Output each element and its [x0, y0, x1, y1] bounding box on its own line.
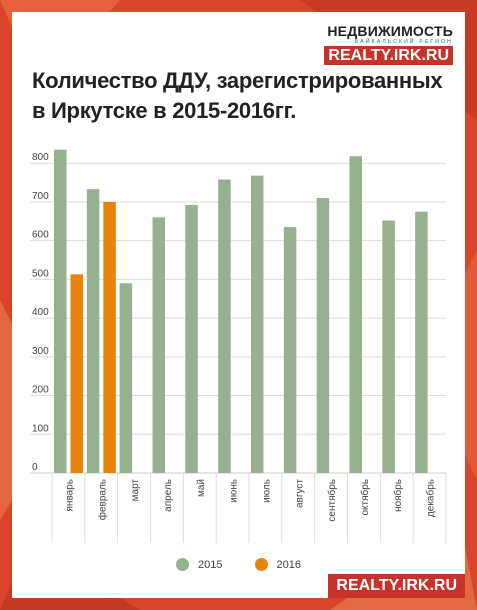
bar-2016-январь[interactable]: [70, 274, 84, 473]
x-tick-label: август: [294, 479, 305, 508]
bar-2015-ноябрь[interactable]: [382, 220, 395, 473]
x-tick-labels: январь февраль март апрель май июнь июль август…: [64, 479, 436, 522]
logo-name: НЕДВИЖИМОСТЬ: [327, 23, 453, 39]
bar-2016-февраль[interactable]: [103, 201, 116, 473]
bar-2015-август[interactable]: [283, 227, 297, 473]
legend-label-2016: 2016: [276, 558, 301, 571]
legend-dot-2016-icon: [254, 558, 268, 571]
y-tick-label: 500: [32, 268, 49, 279]
y-tick-label: 0: [32, 462, 38, 473]
bars: [54, 149, 428, 474]
y-tick-label: 100: [32, 423, 49, 434]
bar-2015-февраль[interactable]: [86, 189, 100, 473]
bar-2015-март[interactable]: [119, 283, 133, 473]
x-tick-label: ноябрь: [392, 479, 404, 512]
y-tick-label: 800: [32, 152, 49, 163]
x-tick-label: октябрь: [359, 479, 371, 516]
legend: 2015 2016: [0, 558, 477, 571]
legend-label-2015: 2015: [198, 558, 223, 571]
legend-dot-2015-icon: [176, 558, 190, 571]
x-tick-label: апрель: [163, 479, 174, 512]
x-tick-label: июнь: [229, 479, 240, 503]
bar-2015-октябрь[interactable]: [349, 156, 363, 473]
legend-item-2015[interactable]: 2015: [176, 558, 223, 571]
legend-item-2016[interactable]: 2016: [254, 558, 301, 571]
bar-2015-июнь[interactable]: [218, 179, 231, 473]
y-tick-label: 200: [32, 385, 49, 396]
chart-title: Количество ДДУ, зарегистрированных в Ирк…: [32, 68, 443, 123]
bar-2015-апрель[interactable]: [152, 217, 166, 473]
bar-2015-сентябрь[interactable]: [316, 198, 330, 473]
x-tick-label: март: [130, 479, 141, 502]
x-tick-label: май: [196, 479, 207, 497]
y-tick-labels: 0 100 200 300 400 500 600 700 800: [32, 152, 49, 473]
footer-site[interactable]: REALTY.IRK.RU: [328, 574, 465, 598]
y-tick-label: 700: [32, 191, 49, 202]
logo-subtitle: БАЙКАЛЬСКИЙ РЕГИОН: [354, 39, 453, 45]
bar-2015-май[interactable]: [185, 205, 198, 474]
y-tick-label: 300: [32, 346, 49, 357]
x-tick-label: сентябрь: [326, 479, 338, 522]
x-tick-label: июль: [261, 479, 272, 503]
logo-site: REALTY.IRK.RU: [324, 46, 453, 65]
bar-2015-декабрь[interactable]: [415, 211, 428, 473]
x-tick-label: январь: [64, 479, 75, 511]
bar-2015-июль[interactable]: [251, 175, 264, 473]
bar-2015-январь[interactable]: [54, 149, 67, 473]
y-tick-label: 600: [32, 230, 49, 241]
brand-logo: НЕДВИЖИМОСТЬ БАЙКАЛЬСКИЙ РЕГИОН REALTY.I…: [324, 24, 453, 65]
x-tick-label: февраль: [96, 479, 108, 520]
y-tick-label: 400: [32, 307, 49, 318]
x-tick-label: декабрь: [425, 479, 437, 517]
